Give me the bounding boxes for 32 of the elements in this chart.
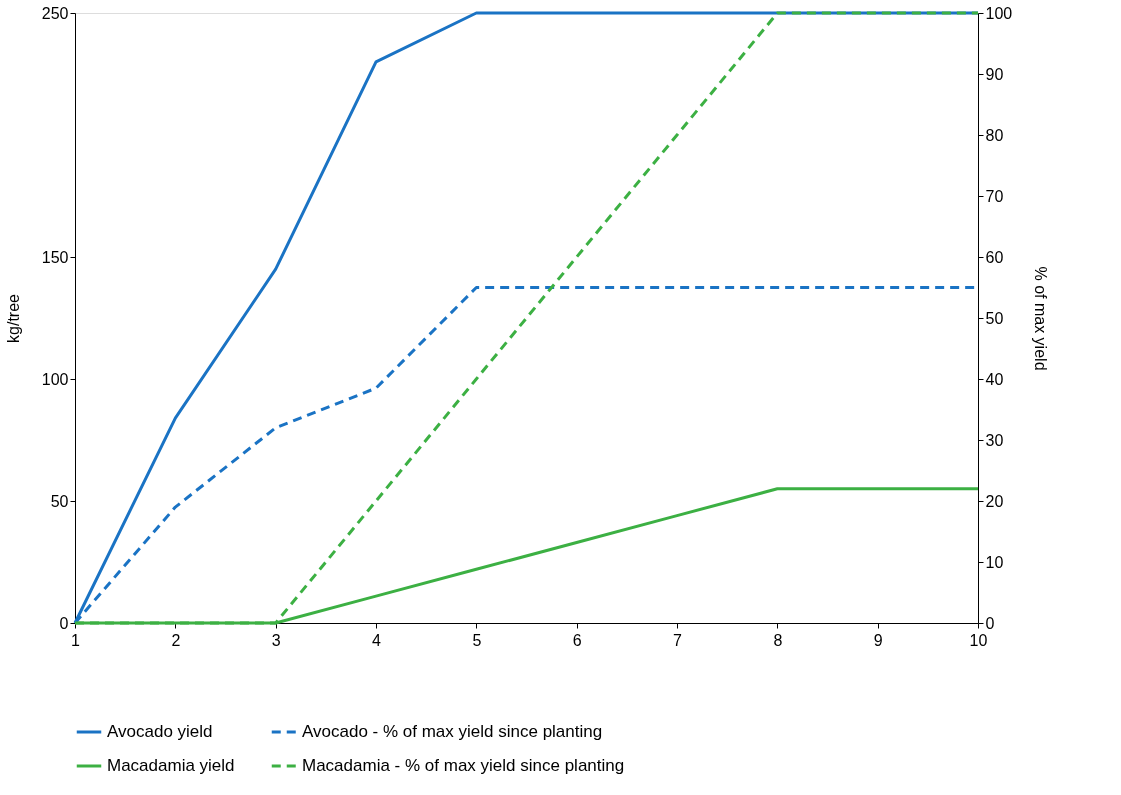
y2-tick-label: 60 — [985, 248, 1004, 266]
x-tick-label: 3 — [271, 631, 281, 649]
x-tick-label: 2 — [171, 631, 181, 649]
y-tick-label: 250 — [41, 4, 69, 22]
y2-tick-label: 90 — [985, 65, 1004, 83]
x-tick-label: 9 — [873, 631, 883, 649]
y2-axis-title: % of max yield — [1032, 266, 1050, 371]
y-axis-title: kg/tree — [4, 293, 22, 343]
y2-tick-label: 10 — [985, 553, 1004, 571]
x-tick-label: 6 — [572, 631, 582, 649]
y2-tick-label: 30 — [985, 431, 1004, 449]
legend-label: Macadamia yield — [107, 756, 235, 775]
x-tick-label: 4 — [372, 631, 382, 649]
legend-label: Avocado - % of max yield since planting — [302, 722, 603, 741]
y2-tick-label: 80 — [985, 126, 1004, 144]
x-tick-label: 5 — [472, 631, 482, 649]
legend-label: Avocado yield — [107, 722, 213, 741]
y-tick-label: 0 — [59, 614, 69, 632]
y-tick-label: 50 — [50, 492, 69, 510]
x-tick-label: 7 — [673, 631, 683, 649]
y2-tick-label: 70 — [985, 187, 1004, 205]
y2-tick-label: 100 — [985, 4, 1013, 22]
y-tick-label: 100 — [41, 370, 69, 388]
x-tick-label: 1 — [71, 631, 81, 649]
legend-label: Macadamia - % of max yield since planting — [302, 756, 625, 775]
y-tick-label: 150 — [41, 248, 69, 266]
x-tick-label: 10 — [969, 631, 988, 649]
y2-tick-label: 50 — [985, 309, 1004, 327]
y2-tick-label: 0 — [985, 614, 995, 632]
x-tick-label: 8 — [773, 631, 783, 649]
y2-tick-label: 40 — [985, 370, 1004, 388]
y2-tick-label: 20 — [985, 492, 1004, 510]
